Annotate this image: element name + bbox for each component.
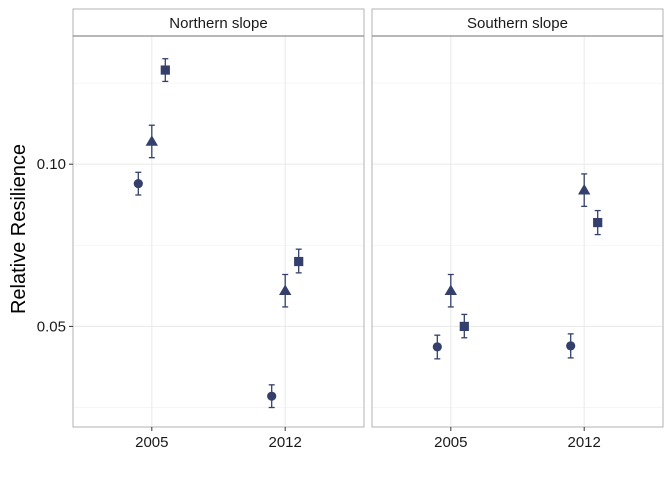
- data-point-triangle: [577, 183, 591, 195]
- data-point-square: [593, 217, 603, 228]
- data-point-circle: [267, 391, 277, 401]
- x-tick-label: 2012: [568, 434, 601, 451]
- data-point-triangle: [145, 135, 159, 146]
- y-axis: 0.05 0.10: [37, 156, 73, 335]
- x-tick-label: 2012: [269, 434, 302, 451]
- panel-background: [372, 36, 663, 427]
- data-point-triangle: [444, 284, 458, 296]
- y-tick-label: 0.05: [37, 318, 66, 335]
- data-point-circle: [133, 179, 143, 189]
- data-point-triangle: [278, 284, 292, 296]
- strip-background: [371, 8, 664, 37]
- data-point-square: [459, 321, 469, 332]
- panel-background: [73, 36, 364, 427]
- x-tick-label: 2005: [135, 434, 168, 451]
- x-tick-label: 2005: [434, 434, 467, 451]
- panel-northern-slope: Northern slope 2005 2012: [72, 8, 365, 451]
- data-point-circle: [432, 342, 442, 352]
- data-point-square: [160, 65, 170, 75]
- strip-title: Southern slope: [467, 15, 568, 32]
- y-tick-label: 0.10: [37, 156, 66, 173]
- data-point-circle: [566, 341, 576, 351]
- strip-title: Northern slope: [169, 15, 267, 32]
- panel-southern-slope: Southern slope 2005 2012: [371, 8, 664, 451]
- data-point-square: [294, 256, 304, 267]
- y-axis-title: Relative Resilience: [8, 144, 30, 314]
